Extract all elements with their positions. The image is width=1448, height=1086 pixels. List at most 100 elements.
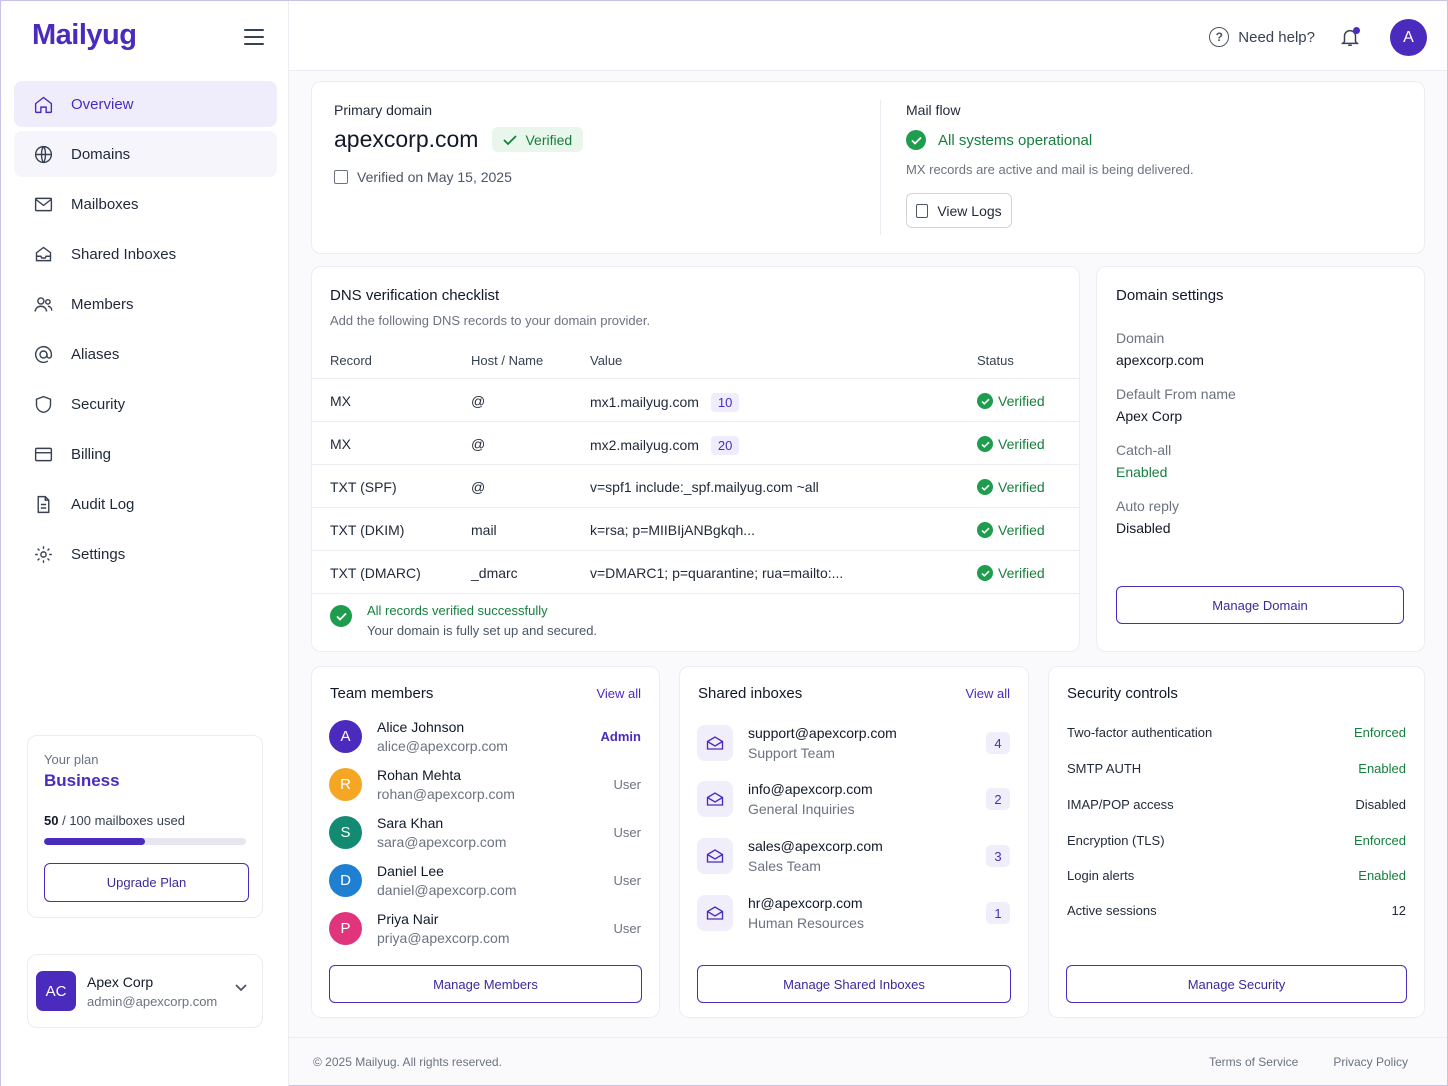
manage-members-button[interactable]: Manage Members <box>329 965 642 1003</box>
view-logs-button[interactable]: View Logs <box>906 193 1012 228</box>
record-host: @ <box>471 479 486 495</box>
gear-icon <box>32 543 54 565</box>
column-header: Host / Name <box>471 353 544 368</box>
view-all-inboxes-link[interactable]: View all <box>965 686 1010 701</box>
setting-catch-all: Catch-all Enabled <box>1116 442 1172 480</box>
upgrade-plan-button[interactable]: Upgrade Plan <box>44 863 249 902</box>
setting-domain: Domain apexcorp.com <box>1116 330 1204 368</box>
mail-icon <box>697 725 733 761</box>
document-icon <box>916 203 929 218</box>
account-switcher[interactable]: AC Apex Corp admin@apexcorp.com <box>27 954 263 1028</box>
at-icon <box>32 343 54 365</box>
priority-badge: 10 <box>710 393 740 412</box>
role-badge: User <box>613 824 641 840</box>
user-avatar[interactable]: A <box>1390 19 1427 56</box>
status-verified: Verified <box>977 565 1045 581</box>
view-all-members-link[interactable]: View all <box>596 686 641 701</box>
sidebar-item-shared-inboxes[interactable]: Shared Inboxes <box>14 231 277 277</box>
mail-flow-label: Mail flow <box>906 102 961 118</box>
setting-auto-reply: Auto reply Disabled <box>1116 498 1180 536</box>
manage-domain-button[interactable]: Manage Domain <box>1116 586 1404 624</box>
plan-usage-fill <box>44 838 145 845</box>
page-footer: © 2025 Mailyug. All rights reserved. Ter… <box>289 1037 1447 1086</box>
list-item[interactable]: P Priya Nair priya@apexcorp.com User <box>329 905 641 951</box>
table-header: Record Host / Name Value Status <box>312 347 1079 379</box>
calendar-icon <box>334 170 348 184</box>
sidebar-item-billing[interactable]: Billing <box>14 431 277 477</box>
check-circle-icon <box>977 565 993 581</box>
record-value: v=DMARC1; p=quarantine; rua=mailto:... <box>590 565 844 581</box>
users-icon <box>32 293 54 315</box>
primary-domain-label: Primary domain <box>334 102 433 118</box>
role-badge: User <box>613 776 641 792</box>
record-type: TXT (DMARC) <box>330 565 421 581</box>
shield-icon <box>32 393 54 415</box>
help-link[interactable]: ? Need help? <box>1209 27 1315 47</box>
record-host: @ <box>471 436 486 452</box>
sidebar-item-overview[interactable]: Overview <box>14 81 277 127</box>
verified-badge: Verified <box>492 127 584 152</box>
avatar: R <box>329 767 362 801</box>
credit-card-icon <box>32 443 54 465</box>
status-verified: Verified <box>977 479 1045 495</box>
security-row: Login alerts Enabled <box>1067 868 1406 883</box>
record-type: TXT (SPF) <box>330 479 397 495</box>
count-badge: 1 <box>986 902 1010 924</box>
column-header: Record <box>330 353 372 368</box>
table-row: MX @ mx1.mailyug.com 10 Verified <box>312 379 1079 422</box>
sidebar-item-security[interactable]: Security <box>14 381 277 427</box>
table-row: MX @ mx2.mailyug.com 20 Verified <box>312 422 1079 465</box>
dns-checklist-card: DNS verification checklist Add the follo… <box>311 266 1080 652</box>
record-type: MX <box>330 393 351 409</box>
brand-logo[interactable]: Mailyug <box>32 19 137 51</box>
security-controls-title: Security controls <box>1067 685 1178 702</box>
mail-icon <box>697 838 733 874</box>
manage-security-button[interactable]: Manage Security <box>1066 965 1407 1003</box>
sidebar-nav: Overview Domains Mailboxes Shared Inboxe… <box>14 81 277 581</box>
record-value: k=rsa; p=MIIBIjANBgkqh... <box>590 522 755 538</box>
record-value: v=spf1 include:_spf.mailyug.com ~all <box>590 479 819 495</box>
shared-inboxes-card: Shared inboxes View all support@apexcorp… <box>679 666 1029 1018</box>
sidebar-item-audit-log[interactable]: Audit Log <box>14 481 277 527</box>
sidebar-item-label: Domains <box>71 145 131 163</box>
globe-icon <box>32 143 54 165</box>
manage-shared-inboxes-button[interactable]: Manage Shared Inboxes <box>697 965 1011 1003</box>
table-row: TXT (SPF) @ v=spf1 include:_spf.mailyug.… <box>312 465 1079 508</box>
dns-title: DNS verification checklist <box>330 287 500 304</box>
dns-subtitle: Add the following DNS records to your do… <box>330 313 651 328</box>
security-row: IMAP/POP access Disabled <box>1067 797 1406 812</box>
list-item[interactable]: info@apexcorp.com General Inquiries 2 <box>697 774 1010 824</box>
record-host: _dmarc <box>471 565 518 581</box>
check-icon <box>503 134 518 145</box>
sidebar-item-label: Billing <box>71 445 112 463</box>
record-type: TXT (DKIM) <box>330 522 405 538</box>
chevron-down-icon <box>235 984 247 992</box>
menu-toggle-icon[interactable] <box>244 29 264 45</box>
list-item[interactable]: R Rohan Mehta rohan@apexcorp.com User <box>329 761 641 807</box>
privacy-link[interactable]: Privacy Policy <box>1333 1055 1408 1069</box>
sidebar-item-domains[interactable]: Domains <box>14 131 277 177</box>
list-item[interactable]: support@apexcorp.com Support Team 4 <box>697 718 1010 768</box>
sidebar-item-aliases[interactable]: Aliases <box>14 331 277 377</box>
list-item[interactable]: D Daniel Lee daniel@apexcorp.com User <box>329 857 641 903</box>
main-content: Primary domain apexcorp.com Verified Ver… <box>289 71 1447 1085</box>
list-item[interactable]: hr@apexcorp.com Human Resources 1 <box>697 888 1010 938</box>
sidebar: Mailyug Overview Domains Mailboxes Share… <box>1 1 289 1086</box>
record-type: MX <box>330 436 351 452</box>
status-verified: Verified <box>977 436 1045 452</box>
list-item[interactable]: A Alice Johnson alice@apexcorp.com Admin <box>329 713 641 759</box>
list-item[interactable]: sales@apexcorp.com Sales Team 3 <box>697 831 1010 881</box>
bell-icon[interactable] <box>1339 26 1361 48</box>
sidebar-item-settings[interactable]: Settings <box>14 531 277 577</box>
terms-link[interactable]: Terms of Service <box>1208 1055 1299 1069</box>
check-circle-icon <box>906 130 926 150</box>
security-row: Active sessions 12 <box>1067 903 1406 918</box>
table-row: TXT (DKIM) mail k=rsa; p=MIIBIjANBgkqh..… <box>312 508 1079 551</box>
shared-inboxes-title: Shared inboxes <box>698 685 803 702</box>
list-item[interactable]: S Sara Khan sara@apexcorp.com User <box>329 809 641 855</box>
sidebar-item-mailboxes[interactable]: Mailboxes <box>14 181 277 227</box>
document-icon <box>32 493 54 515</box>
sidebar-item-members[interactable]: Members <box>14 281 277 327</box>
verified-on: Verified on May 15, 2025 <box>334 169 583 185</box>
domain-settings-card: Domain settings Domain apexcorp.com Defa… <box>1096 266 1425 652</box>
